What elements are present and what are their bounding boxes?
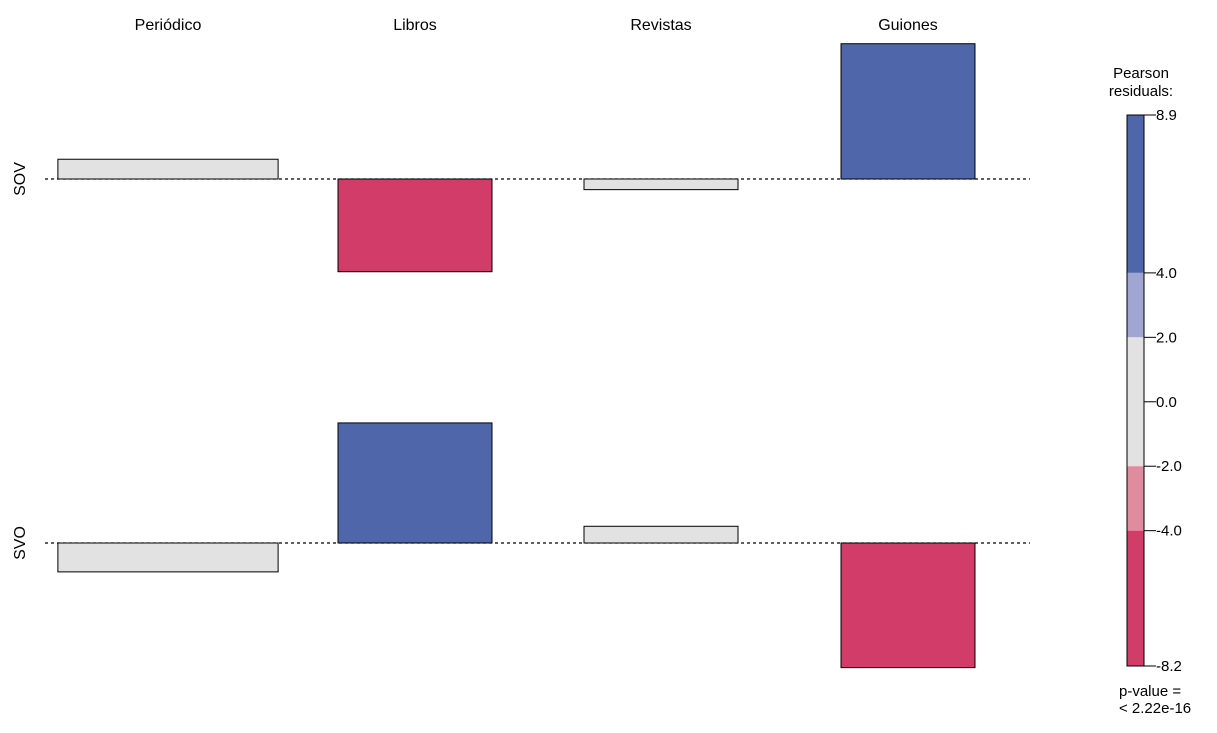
- residual-bar: [57, 542, 279, 573]
- column-label: Guiones: [878, 17, 938, 34]
- residual-bars: [57, 43, 976, 669]
- column-label: Revistas: [630, 17, 691, 34]
- legend-bin: [1127, 337, 1144, 467]
- legend-tick-label: 2.0: [1156, 329, 1177, 346]
- residual-bar: [337, 422, 493, 544]
- legend-frame: [1126, 114, 1145, 667]
- legend-bin: [1127, 530, 1144, 666]
- residual-bar: [840, 542, 976, 669]
- row-label: SVO: [12, 526, 29, 560]
- column-label: Periódico: [135, 17, 202, 34]
- legend-bin: [1127, 272, 1144, 338]
- residual-bar: [840, 43, 976, 180]
- residual-bar: [583, 178, 739, 191]
- row-label: SOV: [12, 162, 29, 196]
- legend-title-line2: residuals:: [1109, 83, 1173, 100]
- column-label: Libros: [393, 17, 437, 34]
- legend-bin: [1127, 115, 1144, 273]
- legend-tick-label: 0.0: [1156, 394, 1177, 411]
- row-labels: SOV SVO: [12, 162, 29, 560]
- p-value-text: < 2.22e-16: [1119, 700, 1191, 717]
- legend-tick-label: 4.0: [1156, 265, 1177, 282]
- residual-bar: [583, 525, 739, 544]
- legend-tick-label: -4.0: [1156, 523, 1182, 540]
- legend-tick-label: -2.0: [1156, 458, 1182, 475]
- legend-ticks: 8.9 4.0 2.0 0.0 -2.0 -4.0 -8.2: [1144, 107, 1182, 675]
- legend-color-bins: [1126, 114, 1145, 667]
- p-value-label: p-value =: [1119, 683, 1181, 700]
- legend-tick-label: 8.9: [1156, 107, 1177, 124]
- color-legend: Pearson residuals: 8.9 4.0 2.0 0.0 -2.0 -4.0 -…: [1109, 65, 1191, 717]
- baselines: [45, 178, 1030, 544]
- legend-tick-label: -8.2: [1156, 658, 1182, 675]
- residual-bar: [337, 178, 493, 273]
- column-labels: Periódico Libros Revistas Guiones: [135, 17, 938, 34]
- residual-bar: [57, 158, 279, 180]
- legend-bin: [1127, 466, 1144, 531]
- legend-title-line1: Pearson: [1113, 65, 1169, 82]
